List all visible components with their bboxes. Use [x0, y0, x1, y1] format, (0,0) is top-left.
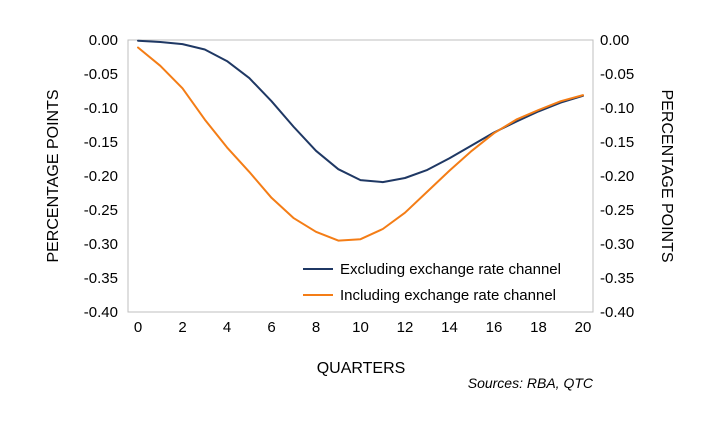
x-axis-ticks: 0 2 4 6 8 10 12 14 16 18 20 [134, 319, 592, 336]
series-lines [137, 39, 584, 242]
x-tick-label: 18 [530, 319, 547, 336]
y-tick-right-label: -0.35 [600, 270, 634, 287]
y-tick-right-label: -0.05 [600, 66, 634, 83]
legend-label-excluding: Excluding exchange rate channel [340, 261, 561, 278]
x-tick-label: 6 [267, 319, 275, 336]
y-axis-right-ticks: 0.00 -0.05 -0.10 -0.15 -0.20 -0.25 -0.30 -0.35 -… [600, 32, 634, 321]
x-tick-label: 10 [352, 319, 369, 336]
x-tick-label: 8 [312, 319, 320, 336]
y-tick-left-label: -0.10 [84, 100, 118, 117]
x-tick-label: 20 [575, 319, 592, 336]
x-tick-label: 12 [397, 319, 414, 336]
source-note: Sources: RBA, QTC [468, 375, 594, 391]
y-tick-right-label: 0.00 [600, 32, 629, 49]
plot-area-frame [127, 39, 594, 313]
x-tick-label: 0 [134, 319, 142, 336]
y-tick-right-label: -0.10 [600, 100, 634, 117]
x-tick-label: 14 [441, 319, 458, 336]
y-axis-left-ticks: 0.00 -0.05 -0.10 -0.15 -0.20 -0.25 -0.30 -0.35 -… [84, 32, 118, 321]
y-tick-left-label: 0.00 [89, 32, 118, 49]
y-axis-left-title: PERCENTAGE POINTS [45, 89, 62, 262]
y-tick-left-label: -0.20 [84, 168, 118, 185]
legend-label-including: Including exchange rate channel [340, 287, 556, 304]
y-tick-left-label: -0.35 [84, 270, 118, 287]
y-tick-left-label: -0.05 [84, 66, 118, 83]
legend: Excluding exchange rate channel Includin… [303, 261, 561, 304]
x-tick-label: 4 [223, 319, 231, 336]
y-tick-left-label: -0.30 [84, 236, 118, 253]
y-tick-left-label: -0.15 [84, 134, 118, 151]
series-line-excluding [137, 39, 584, 184]
y-tick-left-label: -0.25 [84, 202, 118, 219]
y-tick-left-label: -0.40 [84, 304, 118, 321]
y-tick-right-label: -0.20 [600, 168, 634, 185]
x-tick-label: 16 [486, 319, 503, 336]
y-tick-right-label: -0.15 [600, 134, 634, 151]
x-tick-label: 2 [178, 319, 186, 336]
y-tick-right-label: -0.25 [600, 202, 634, 219]
y-axis-right-title: PERCENTAGE POINTS [658, 89, 675, 262]
y-tick-right-label: -0.30 [600, 236, 634, 253]
series-line-including [137, 46, 584, 242]
x-axis-title: QUARTERS [317, 360, 406, 377]
y-tick-right-label: -0.40 [600, 304, 634, 321]
